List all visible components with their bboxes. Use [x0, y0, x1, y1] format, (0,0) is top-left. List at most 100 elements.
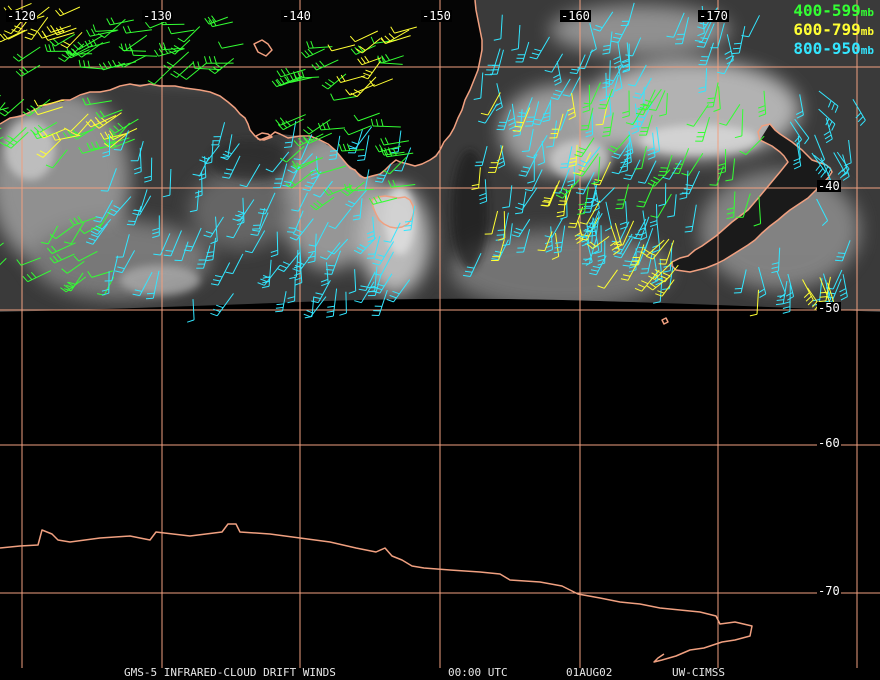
antarctica-coastline [0, 523, 753, 663]
wind-barb [0, 107, 9, 111]
tasmania-coastline [371, 195, 415, 229]
wind-barb [726, 191, 736, 220]
wind-barb [592, 187, 616, 204]
wind-barb [648, 261, 673, 280]
wind-barb [344, 183, 374, 192]
kangaroo-island [255, 132, 273, 141]
wind-barb [368, 195, 398, 205]
wind-barb [96, 276, 115, 296]
wind-barb [350, 76, 377, 98]
wind-barb [12, 46, 41, 62]
wind-barb [92, 24, 119, 32]
wind-barb [567, 163, 575, 187]
wind-barb [489, 49, 504, 75]
wind-barb [823, 117, 833, 144]
wind-barb [93, 112, 122, 129]
wind-barb [525, 101, 540, 127]
legend-entry: 800-950mb [793, 40, 874, 59]
wind-barb [270, 231, 279, 258]
wind-barb [211, 122, 226, 146]
wind-barb [621, 42, 631, 72]
wind-barb [90, 218, 112, 235]
latitude-label: -70 [817, 584, 841, 598]
wind-barb [645, 238, 670, 260]
wind-barb [349, 30, 379, 43]
wind-barb [403, 205, 416, 232]
wind-barb [177, 26, 201, 43]
wind-barb [91, 209, 111, 231]
wind-barb [16, 257, 41, 266]
wind-barb [733, 269, 747, 294]
wind-barb [758, 266, 767, 299]
wind-barb [210, 216, 218, 245]
wind-barb [511, 24, 521, 51]
wind-barb [839, 274, 848, 301]
wind-barb [377, 55, 403, 65]
wind-barb [390, 26, 417, 34]
wind-barb [226, 219, 244, 239]
wind-barb [366, 216, 376, 243]
wind-barb [276, 67, 306, 78]
wind-barb [620, 2, 635, 26]
wind-barb [0, 257, 7, 266]
wind-barb [488, 145, 504, 173]
wind-barb [115, 234, 130, 258]
wind-barb [611, 154, 630, 175]
wind-barb [203, 216, 224, 238]
wind-barb [622, 90, 630, 119]
wind-barb [36, 139, 62, 158]
wind-barb [64, 272, 84, 292]
wind-barb [383, 148, 414, 158]
longitude-label: -140 [281, 9, 312, 23]
legend-entry: 400-599mb [793, 2, 874, 21]
wind-barb [49, 225, 74, 240]
latitude-label: -50 [817, 301, 841, 315]
wind-barb [802, 279, 814, 306]
wind-barb [46, 242, 76, 254]
wind-barb [686, 104, 709, 127]
wind-barb [639, 114, 653, 136]
wind-barb [70, 119, 92, 136]
wind-barb [350, 45, 376, 55]
wind-barb [646, 275, 671, 291]
wind-barb [51, 132, 81, 141]
wind-barb [303, 296, 327, 318]
wind-barb [637, 160, 657, 184]
wind-barb [293, 133, 324, 147]
wind-barb [562, 76, 581, 97]
wind-barb [493, 14, 503, 41]
wind-barb [497, 211, 506, 241]
wind-barb [38, 128, 66, 139]
wind-barb [324, 250, 341, 275]
wind-barb [348, 269, 357, 294]
wind-barb [386, 279, 411, 303]
wind-barb [122, 25, 152, 34]
wind-barb [577, 146, 601, 168]
pressure-legend: 400-599mb 600-799mb 800-950mb [793, 2, 874, 59]
wind-barb [652, 277, 663, 304]
wind-barb [602, 31, 613, 55]
wind-barb [634, 269, 660, 292]
wind-barb [204, 140, 214, 165]
wind-barb [583, 82, 601, 105]
wind-barb [793, 135, 801, 162]
wind-barb [104, 255, 119, 282]
wind-barb [55, 6, 81, 17]
wind-barb [667, 194, 677, 218]
wind-barb [681, 170, 700, 195]
new-zealand-landmass [672, 124, 832, 272]
wind-barb [113, 130, 129, 151]
wind-barb [170, 62, 194, 78]
wind-barb [776, 271, 786, 299]
wind-barb [655, 279, 675, 297]
wind-barb [291, 192, 308, 212]
wind-barb [555, 179, 580, 199]
wind-barb [478, 103, 498, 124]
wind-barb [304, 296, 315, 319]
wind-barb [130, 140, 144, 162]
wind-barb [345, 84, 375, 96]
wind-barb [598, 88, 613, 109]
wind-barb [189, 190, 200, 213]
wind-barb [633, 216, 650, 240]
wind-barb [343, 125, 372, 136]
